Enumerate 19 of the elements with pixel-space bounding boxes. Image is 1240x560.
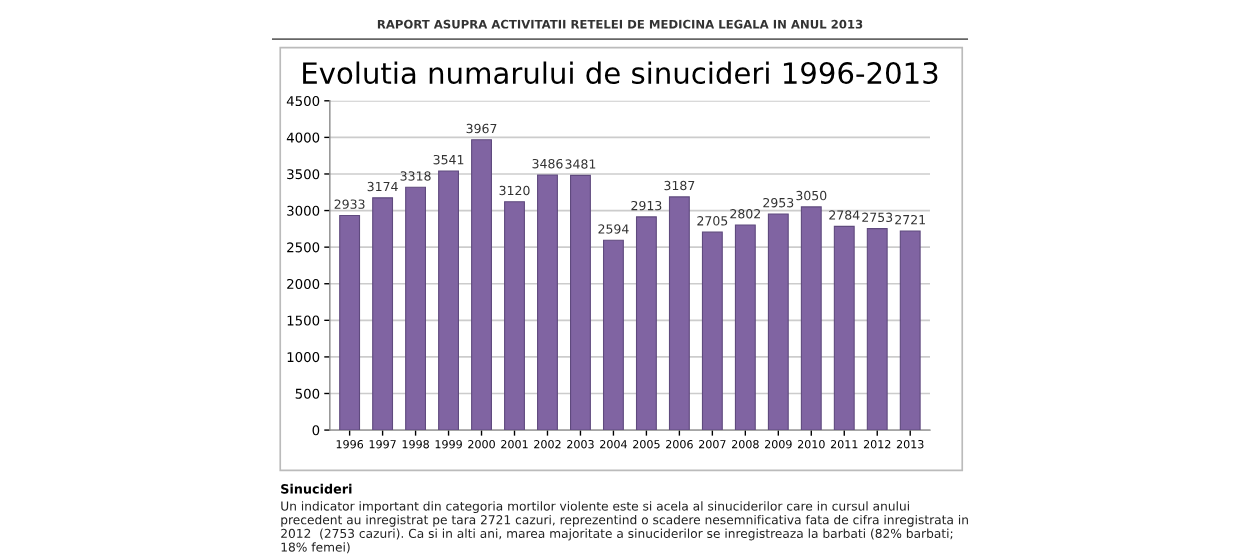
bar — [570, 174, 591, 431]
bar — [701, 231, 723, 431]
bar — [800, 206, 822, 431]
bar — [504, 201, 525, 431]
bar — [899, 230, 921, 431]
bar — [767, 213, 789, 431]
bar — [668, 196, 690, 431]
bar — [602, 239, 624, 431]
chart-title: Evolutia numarului de sinucideri 1996-2013 — [303, 61, 938, 85]
bar — [438, 170, 460, 431]
bar — [537, 174, 558, 431]
bar — [471, 139, 492, 431]
bar — [405, 186, 427, 431]
bar — [339, 214, 361, 431]
bar — [635, 216, 657, 431]
bar — [833, 225, 855, 431]
bar — [866, 228, 888, 431]
bar — [734, 224, 756, 431]
bar — [372, 197, 394, 431]
